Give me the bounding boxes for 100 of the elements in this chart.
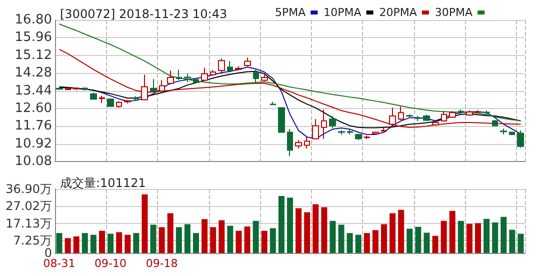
candlestick	[133, 96, 139, 101]
bar	[176, 227, 182, 253]
candlestick	[475, 110, 481, 114]
candlestick	[141, 74, 148, 101]
bar	[227, 226, 234, 253]
legend-label: 5PMA	[274, 6, 306, 19]
bar	[449, 210, 456, 253]
candlestick	[124, 100, 131, 104]
candlestick	[167, 70, 174, 85]
chart-title: 成交量:101121	[60, 176, 146, 190]
bar	[484, 218, 490, 253]
bar	[252, 220, 259, 253]
line-series	[58, 70, 522, 128]
x-tick-label: 08-31	[43, 257, 76, 270]
candlestick	[329, 116, 336, 129]
candlestick	[99, 95, 105, 104]
candlestick	[116, 100, 122, 108]
bar	[108, 234, 114, 253]
bar	[364, 233, 370, 253]
candlestick	[517, 130, 524, 148]
bar	[381, 224, 387, 253]
candlestick	[304, 136, 310, 149]
bar	[355, 234, 362, 253]
candlestick	[193, 78, 199, 84]
bar	[261, 230, 268, 253]
candlestick	[261, 74, 268, 82]
candlestick	[509, 131, 515, 136]
x-tick-label: 09-18	[146, 257, 178, 270]
y-tick-label: 27.02万	[6, 199, 52, 214]
bar	[193, 233, 199, 253]
candlestick	[235, 66, 242, 71]
bar	[90, 234, 96, 253]
bar	[492, 222, 498, 253]
bar	[133, 233, 140, 253]
candlestick	[90, 92, 97, 100]
candlestick	[218, 58, 225, 74]
bar	[184, 224, 190, 253]
candlestick	[355, 133, 362, 141]
bar	[346, 233, 353, 253]
candlestick	[398, 106, 404, 121]
bar	[73, 236, 80, 253]
bar	[312, 204, 319, 253]
candlestick	[82, 86, 88, 92]
bar	[509, 230, 516, 253]
bar	[116, 232, 122, 253]
bar	[466, 224, 472, 253]
y-tick-label: 10.92	[14, 136, 52, 152]
bar	[415, 226, 422, 253]
bar	[518, 234, 524, 253]
candlestick	[500, 128, 507, 136]
candlestick	[270, 101, 276, 106]
bar	[390, 213, 396, 253]
y-tick-label: 15.12	[14, 48, 52, 63]
bar	[372, 230, 378, 253]
candlestick	[372, 131, 379, 135]
bar	[475, 223, 481, 253]
candlestick	[449, 110, 456, 118]
bar	[330, 220, 336, 253]
candlestick	[278, 106, 285, 133]
bar	[500, 216, 507, 253]
bar	[424, 232, 430, 253]
bar	[99, 230, 105, 253]
line-series	[58, 48, 522, 128]
y-tick-label: 7.25万	[13, 233, 52, 248]
bar	[458, 220, 464, 253]
candlestick	[295, 140, 302, 149]
y-tick-label: 10.08	[14, 154, 52, 169]
legend-label: 30PMA	[434, 6, 474, 19]
y-tick-label: 36.90万	[6, 182, 52, 196]
candlestick	[65, 87, 71, 91]
chart-title: [300072] 2018-11-23 10:43	[60, 7, 228, 21]
bar	[321, 207, 328, 253]
candlestick	[210, 70, 216, 76]
line-series	[58, 24, 522, 122]
candlestick	[381, 126, 387, 132]
bar	[82, 233, 88, 253]
candlestick	[150, 78, 157, 92]
bar	[167, 213, 174, 253]
y-tick-label: 13.44	[14, 83, 52, 98]
legend-label: 10PMA	[324, 6, 362, 19]
candlestick	[227, 60, 233, 72]
candlestick	[364, 135, 370, 140]
candlestick	[347, 128, 353, 136]
candlestick	[312, 118, 319, 140]
bar	[244, 226, 250, 253]
candlestick	[406, 114, 413, 118]
bar	[278, 196, 284, 253]
bar	[398, 210, 404, 253]
bar	[158, 227, 165, 253]
candlestick	[458, 108, 464, 114]
y-tick-label: 15.96	[14, 30, 52, 46]
x-tick-label: 09-10	[94, 257, 127, 270]
line-series	[58, 66, 522, 140]
y-tick-label: 0	[44, 246, 52, 260]
bar	[296, 208, 302, 253]
candlestick	[423, 114, 430, 122]
candlestick	[441, 110, 447, 122]
y-tick-label: 11.76	[14, 118, 52, 134]
y-tick-label: 16.80	[14, 12, 52, 28]
candlestick	[287, 128, 293, 157]
